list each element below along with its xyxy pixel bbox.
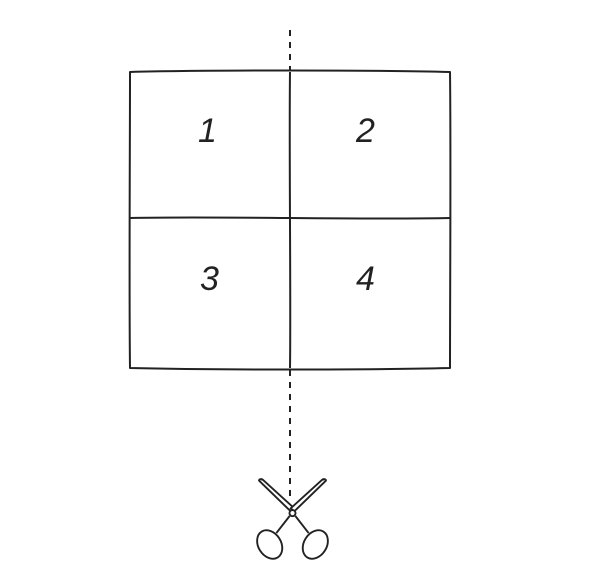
grid-vline xyxy=(290,72,291,368)
cell-label-4: 4 xyxy=(356,260,375,299)
cell-label-2: 2 xyxy=(356,112,375,151)
cell-label-3: 3 xyxy=(200,260,219,299)
scissors-icon xyxy=(245,478,340,573)
diagram-canvas: 1 2 3 4 xyxy=(0,0,600,585)
cell-label-1: 1 xyxy=(198,112,217,151)
